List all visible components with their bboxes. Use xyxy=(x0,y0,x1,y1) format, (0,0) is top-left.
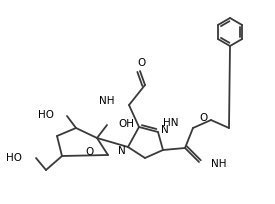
Text: HO: HO xyxy=(6,153,22,163)
Text: O: O xyxy=(199,113,207,123)
Text: NH: NH xyxy=(100,96,115,106)
Text: O: O xyxy=(137,58,145,68)
Text: NH: NH xyxy=(211,159,227,169)
Text: HO: HO xyxy=(38,110,54,120)
Text: O: O xyxy=(86,147,94,157)
Text: OH: OH xyxy=(118,119,134,129)
Text: N: N xyxy=(161,125,169,135)
Text: N: N xyxy=(118,146,126,156)
Text: HN: HN xyxy=(164,118,179,128)
